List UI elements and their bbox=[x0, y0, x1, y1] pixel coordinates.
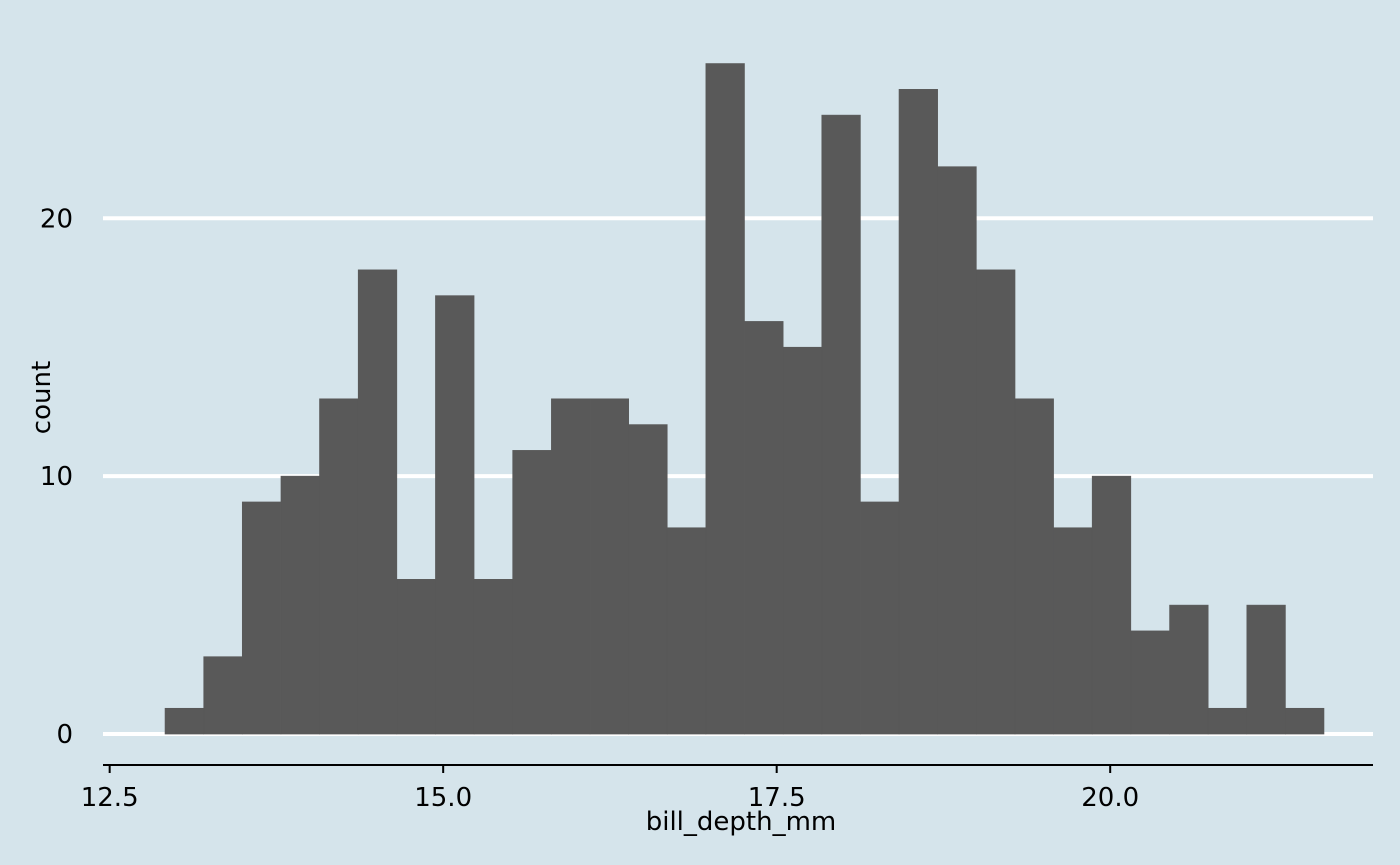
histogram-bar-10 bbox=[512, 450, 552, 735]
histogram-bar-30 bbox=[1285, 707, 1325, 735]
histogram-bar-15 bbox=[705, 63, 745, 735]
histogram-bar-7 bbox=[396, 579, 436, 735]
histogram-bar-2 bbox=[203, 656, 243, 735]
x-axis: 12.5 15.0 17.5 20.0 bbox=[81, 765, 1139, 813]
histogram-bar-21 bbox=[937, 166, 977, 735]
histogram-bar-25 bbox=[1091, 475, 1132, 735]
histogram-bar-12 bbox=[589, 398, 629, 735]
histogram-bar-4 bbox=[280, 475, 320, 735]
histogram-bar-16 bbox=[744, 321, 784, 735]
histogram-bars bbox=[164, 63, 1325, 735]
histogram-bar-26 bbox=[1130, 630, 1170, 735]
histogram-bar-29 bbox=[1246, 604, 1286, 735]
x-tick-label-15.0: 15.0 bbox=[414, 783, 472, 813]
histogram-bar-23 bbox=[1014, 398, 1054, 735]
x-axis-title: bill_depth_mm bbox=[646, 807, 837, 837]
histogram-bar-28 bbox=[1207, 707, 1248, 735]
y-axis-title: count bbox=[27, 361, 57, 434]
histogram-bar-19 bbox=[860, 501, 900, 735]
histogram-bar-6 bbox=[357, 269, 398, 735]
x-tick-label-20.0: 20.0 bbox=[1081, 783, 1139, 813]
histogram-bar-27 bbox=[1169, 604, 1209, 735]
histogram-bar-24 bbox=[1053, 527, 1093, 735]
histogram-bar-14 bbox=[666, 527, 707, 735]
y-tick-label-0: 0 bbox=[56, 720, 73, 750]
x-tick-label-17.5: 17.5 bbox=[748, 783, 806, 813]
histogram-bar-9 bbox=[473, 579, 514, 735]
histogram-bar-13 bbox=[628, 424, 668, 735]
x-tick-label-12.5: 12.5 bbox=[81, 783, 139, 813]
histogram-bar-11 bbox=[551, 398, 591, 735]
histogram-bar-1 bbox=[164, 707, 204, 735]
histogram-bar-22 bbox=[976, 269, 1016, 735]
y-tick-label-10: 10 bbox=[40, 462, 73, 492]
histogram-bar-5 bbox=[319, 398, 359, 735]
histogram-bar-17 bbox=[782, 346, 823, 735]
histogram-bar-18 bbox=[821, 114, 861, 735]
histogram-bar-8 bbox=[435, 295, 475, 735]
y-axis: 0 10 20 bbox=[40, 204, 73, 750]
histogram-bar-3 bbox=[241, 501, 282, 735]
y-tick-label-20: 20 bbox=[40, 204, 73, 234]
histogram-bar-20 bbox=[898, 89, 938, 735]
